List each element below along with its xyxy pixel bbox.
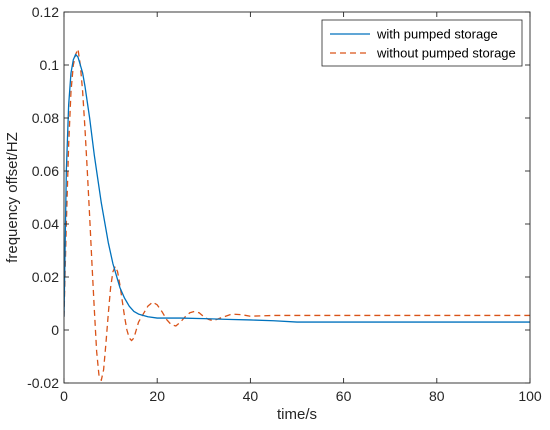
x-tick-label: 20 <box>149 388 165 404</box>
legend-box <box>321 19 523 67</box>
y-tick-label: 0.1 <box>40 57 60 73</box>
x-axis-ticks: 0 20 40 60 80 100 <box>60 12 542 404</box>
y-tick-label: 0.12 <box>32 4 59 20</box>
y-axis-ticks: -0.02 0 0.02 0.04 0.06 0.08 0.1 0.12 <box>27 4 530 391</box>
y-tick-label: 0.06 <box>32 163 59 179</box>
x-axis-label: time/s <box>277 406 317 423</box>
y-tick-label: 0.04 <box>32 216 59 232</box>
x-tick-label: 40 <box>243 388 259 404</box>
x-tick-label: 0 <box>60 388 68 404</box>
y-axis-label: frequency offset/HZ <box>4 132 21 263</box>
axes-frame <box>63 11 531 384</box>
x-tick-label: 100 <box>518 388 542 404</box>
y-tick-label: 0 <box>51 322 59 338</box>
series-line-without-pumped-storage <box>64 48 530 381</box>
y-tick-label: 0.02 <box>32 269 59 285</box>
series-layer <box>64 48 530 381</box>
legend: with pumped storage without pumped storag… <box>321 19 523 67</box>
x-tick-label: 60 <box>336 388 352 404</box>
legend-label: without pumped storage <box>376 46 516 61</box>
series-line-with-pumped-storage <box>64 53 530 323</box>
y-tick-label: -0.02 <box>27 375 59 391</box>
plot-area <box>64 12 530 383</box>
x-tick-label: 80 <box>429 388 445 404</box>
legend-label: with pumped storage <box>376 27 498 42</box>
y-tick-label: 0.08 <box>32 110 59 126</box>
